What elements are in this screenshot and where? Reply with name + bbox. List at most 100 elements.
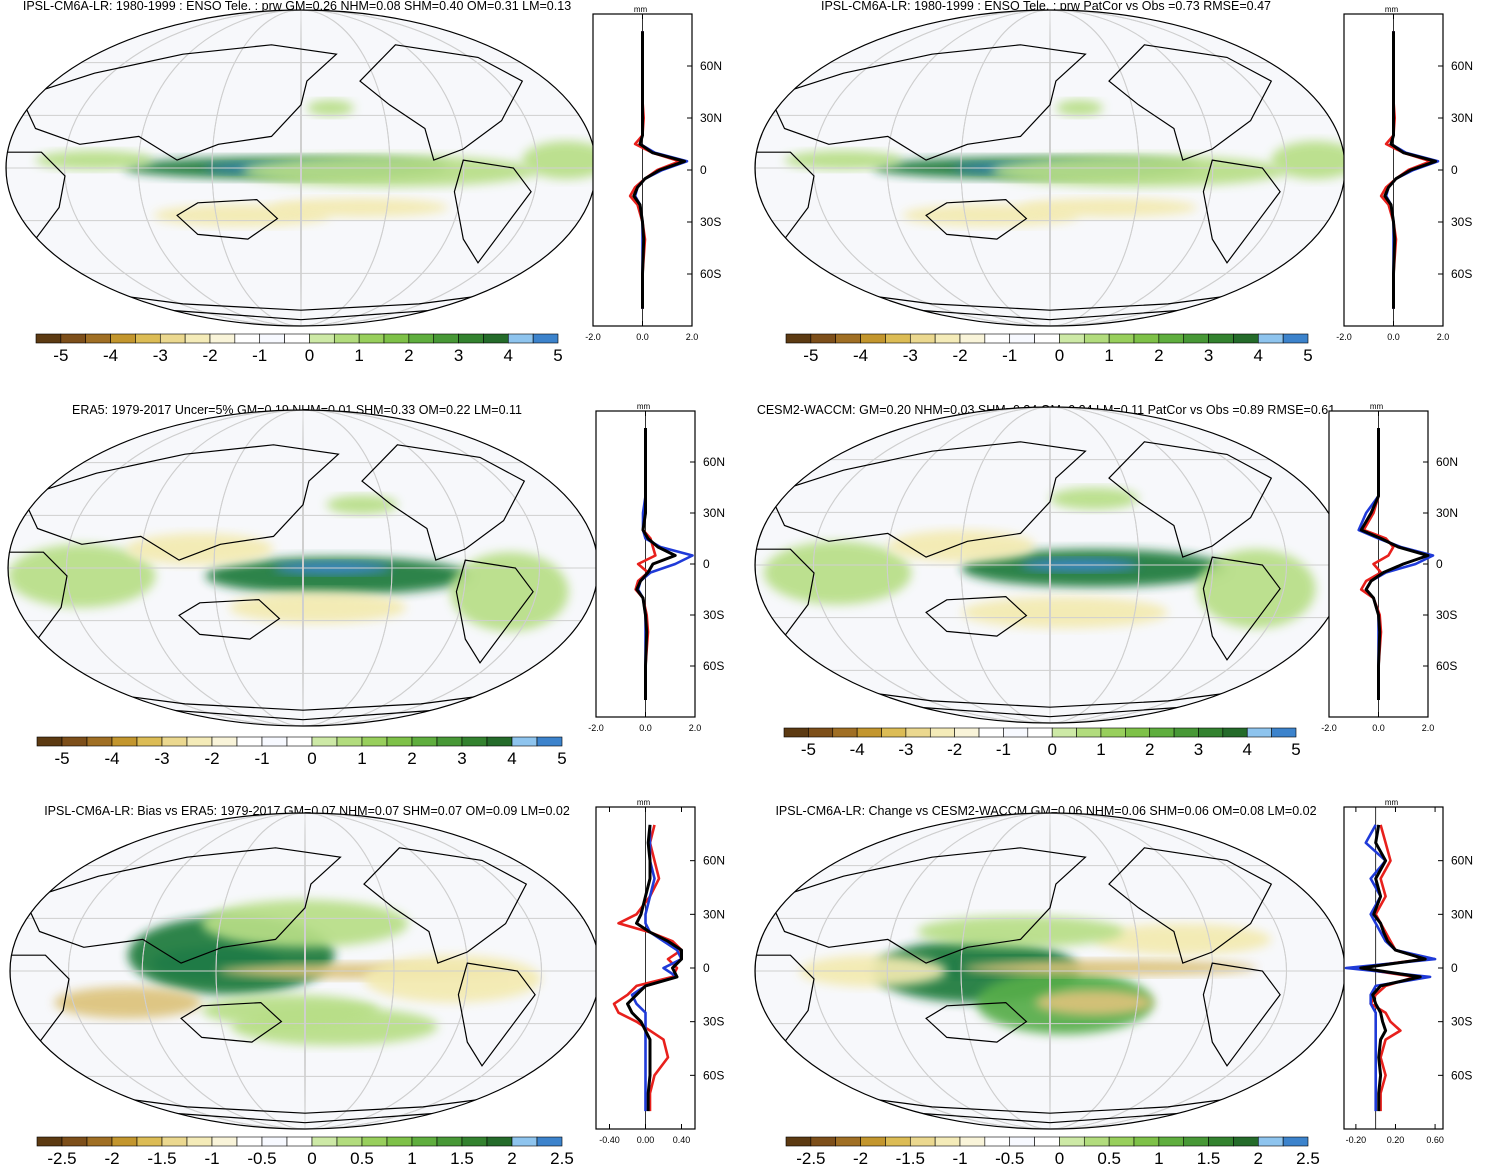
colorbar-swatch (511, 736, 538, 747)
meridian-line (886, 407, 1214, 723)
colorbar-swatch (461, 1136, 488, 1147)
colorbar-swatch (536, 736, 563, 747)
colorbar-label: 0 (1047, 740, 1056, 759)
colorbar-label: -2 (952, 346, 967, 365)
coastline (21, 444, 340, 561)
zonal-profile-black (1359, 824, 1427, 1112)
anomaly-region (54, 986, 202, 1019)
colorbar-label: 4 (1254, 346, 1263, 365)
coastline (925, 595, 1028, 637)
colorbar-swatch (1083, 333, 1110, 344)
colorbar-swatch (61, 736, 88, 747)
colorbar-label: -1 (996, 740, 1011, 759)
colorbar-swatch (934, 333, 961, 344)
anomaly-region (326, 495, 398, 515)
panel-4: CESM2-WACCM: GM=0.20 NHM=0.03 SHM=0.34 O… (754, 402, 1458, 759)
colorbar-swatch (261, 736, 288, 747)
x-tick-label: 0.0 (639, 723, 652, 733)
colorbar-swatch (785, 1136, 812, 1147)
meridian-line (213, 410, 393, 726)
colorbar-label: 4 (504, 346, 513, 365)
colorbar-swatch (110, 333, 136, 344)
map-area (755, 813, 1345, 1129)
colorbar-label: -2.5 (796, 1149, 825, 1168)
anomaly-region (205, 556, 472, 595)
colorbar-label: -1 (952, 1149, 967, 1168)
anomaly-region (201, 994, 379, 1027)
colorbar-swatch (1059, 1136, 1085, 1147)
coastline (925, 198, 1028, 240)
colorbar-label: -3 (153, 346, 168, 365)
colorbar-swatch (1158, 333, 1185, 344)
colorbar-swatch (36, 736, 63, 747)
colorbar-swatch (136, 736, 163, 747)
lat-tick-label: 30N (1451, 907, 1473, 921)
colorbar-label: 0.5 (1097, 1149, 1121, 1168)
coastline (359, 44, 524, 161)
lat-tick-label: 30N (700, 111, 722, 125)
colorbar-label: 4 (1243, 740, 1252, 759)
map-area (755, 10, 1345, 326)
colorbar-swatch (211, 736, 238, 747)
colorbar-swatch (1133, 333, 1160, 344)
zonal-profile-red (612, 824, 683, 1112)
lat-tick-label: 60S (700, 267, 721, 281)
lat-tick-label: 60S (1451, 267, 1472, 281)
colorbar-label: 1 (357, 749, 366, 768)
anomaly-region (1035, 989, 1154, 1016)
colorbar-label: -1 (204, 1149, 219, 1168)
colorbar-swatch (808, 727, 834, 738)
colorbar: -2.5 -2 -1.5 -1 -0.5 0 0.5 1 1.5 2 2.5 (785, 1136, 1320, 1168)
coastline (23, 847, 342, 964)
colorbar-label: -2 (104, 1149, 119, 1168)
meridian-line (215, 813, 395, 1129)
colorbar-label: -2 (947, 740, 962, 759)
coastline (1108, 44, 1273, 161)
colorbar-swatch (835, 1136, 861, 1147)
anomaly-region (522, 141, 596, 180)
lat-tick-label: 30N (1436, 506, 1458, 520)
x-tick-label: 0.40 (673, 1135, 691, 1145)
x-tick-label: 2.0 (689, 723, 702, 733)
lat-tick-label: 60N (703, 854, 725, 868)
x-tick-label: -2.0 (1321, 723, 1337, 733)
colorbar-label: 2.5 (550, 1149, 574, 1168)
meridian-line (813, 813, 1287, 1129)
colorbar-label: -5 (54, 749, 69, 768)
colorbar-swatch (984, 1136, 1011, 1147)
coastline (1202, 962, 1281, 1067)
lat-tick-label: 0 (700, 163, 707, 177)
lat-tick-label: 60S (1436, 659, 1457, 673)
colorbar-swatch (810, 1136, 837, 1147)
lat-tick-label: 60N (1436, 455, 1458, 469)
x-tick-label: 2.0 (1422, 723, 1435, 733)
colorbar-swatch (309, 333, 335, 344)
colorbar-label: -5 (801, 740, 816, 759)
colorbar-swatch (111, 736, 138, 747)
colorbar-swatch (959, 1136, 986, 1147)
zonal-mean-panel: mm 60N 30N 0 30S 60S -2.0 0.0 2.0 (1321, 402, 1458, 733)
coastline (455, 559, 534, 664)
colorbar-swatch (1233, 333, 1259, 344)
anomaly-region (8, 544, 156, 608)
colorbar-swatch (783, 727, 809, 738)
colorbar-swatch (209, 333, 236, 344)
map-area (8, 410, 598, 726)
zonal-mean-panel: mm 60N 30N 0 30S 60S -0.40 0.00 0.40 (595, 798, 725, 1145)
colorbar-swatch (905, 727, 931, 738)
colorbar-label: -4 (103, 346, 118, 365)
colorbar-swatch (286, 1136, 313, 1147)
map-area (10, 813, 600, 1129)
zonal-mean-panel: mm 60N 30N 0 30S 60S -2.0 0.0 2.0 (585, 5, 722, 342)
coastline (19, 44, 338, 161)
colorbar-swatch (511, 1136, 538, 1147)
colorbar-swatch (1059, 333, 1085, 344)
colorbar-swatch (1125, 727, 1151, 738)
colorbar-swatch (1083, 1136, 1110, 1147)
colorbar-swatch (954, 727, 980, 738)
colorbar-swatch (1100, 727, 1126, 738)
panel-1: IPSL-CM6A-LR: 1980-1999 : ENSO Tele. : p… (5, 0, 722, 365)
colorbar-label: 5 (557, 749, 566, 768)
map-title: IPSL-CM6A-LR: Bias vs ERA5: 1979-2017 GM… (44, 804, 570, 818)
zonal-unit: mm (637, 798, 651, 807)
